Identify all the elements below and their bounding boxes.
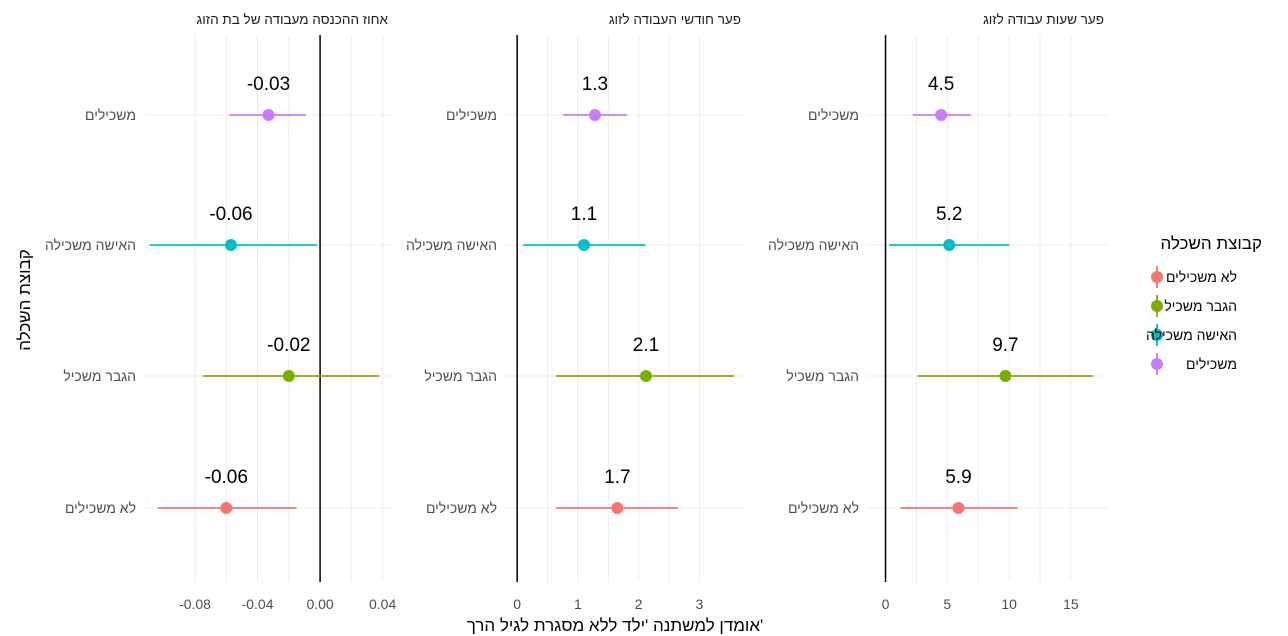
value-label: 5.9 <box>945 467 971 488</box>
estimate-point <box>220 502 233 514</box>
legend-key-dot <box>1151 271 1163 283</box>
x-tick-label: 5 <box>943 596 951 612</box>
y-tick-label: האישה משכילה <box>768 237 859 253</box>
y-tick-label: האישה משכילה <box>406 237 497 253</box>
estimate-point <box>588 109 601 121</box>
y-tick-label: משכילים <box>85 107 136 123</box>
facet-title: פער חודשי העבודה לזוג <box>609 12 741 27</box>
legend-item: משכילים <box>1151 353 1237 375</box>
value-label: -0.03 <box>247 74 290 95</box>
y-tick-label: משכילים <box>446 107 497 123</box>
estimate-point <box>943 239 956 251</box>
x-tick-label: 15 <box>1063 596 1079 612</box>
estimate-point <box>577 239 590 251</box>
legend-title: קבוצת השכלה <box>1160 234 1262 253</box>
y-tick-label: הגבר משכיל <box>63 368 136 384</box>
value-label: -0.06 <box>209 204 252 225</box>
estimate-point <box>639 370 652 382</box>
legend-label: משכילים <box>1186 356 1237 372</box>
x-tick-label: 0.00 <box>306 596 333 612</box>
facet-title: פער שעות עבודה לזוג <box>983 12 1104 27</box>
x-axis-title: אומדן למשתנה 'ילד ללא מסגרת לגיל הרך' <box>467 616 764 635</box>
y-tick-label: הגבר משכיל <box>424 368 497 384</box>
y-axis-title: קבוצת השכלה <box>15 249 34 351</box>
value-label: 5.2 <box>936 204 962 225</box>
facet-panel: 0 1 2 3 פער חודשי העבודה לזוג משכילים האישה מש… <box>406 12 745 612</box>
estimate-point <box>935 109 948 121</box>
legend-label: הגבר משכיל <box>1164 298 1237 314</box>
legend-item: האישה משכילה <box>1146 324 1237 346</box>
value-label: 2.1 <box>633 335 659 356</box>
estimate-point <box>262 109 275 121</box>
value-label: 1.7 <box>604 467 630 488</box>
x-tick-label: 0.04 <box>369 596 396 612</box>
y-tick-label: לא משכילים <box>65 500 136 516</box>
y-tick-label: הגבר משכיל <box>786 368 859 384</box>
legend-item: הגבר משכיל <box>1151 295 1237 317</box>
estimate-point <box>952 502 965 514</box>
x-tick-label: 0 <box>513 596 521 612</box>
legend-key-dot <box>1151 300 1163 312</box>
x-tick-label: 10 <box>1001 596 1017 612</box>
y-tick-label: האישה משכילה <box>45 237 136 253</box>
value-label: 1.3 <box>582 74 608 95</box>
value-label: 4.5 <box>928 74 954 95</box>
estimate-point <box>282 370 295 382</box>
facet-panel: 0 5 10 15 פער שעות עבודה לזוג משכילים האישה מש… <box>768 12 1108 612</box>
legend-key-dot <box>1151 358 1163 370</box>
estimate-point <box>611 502 624 514</box>
x-tick-label: -0.08 <box>179 596 211 612</box>
legend: קבוצת השכלה לא משכילים הגבר משכיל האישה מש… <box>1146 234 1262 375</box>
legend-label: לא משכילים <box>1166 269 1237 285</box>
y-tick-label: לא משכילים <box>426 500 497 516</box>
x-tick-label: 1 <box>574 596 582 612</box>
estimate-point <box>224 239 237 251</box>
value-label: -0.02 <box>267 335 310 356</box>
value-label: 9.7 <box>992 335 1018 356</box>
legend-key-dot <box>1151 329 1163 341</box>
facet-title: אחוז ההכנסה מעבודה של בת הזוג <box>197 12 389 27</box>
x-tick-label: 0 <box>882 596 890 612</box>
legend-label: האישה משכילה <box>1146 327 1237 343</box>
estimate-point <box>999 370 1012 382</box>
x-tick-label: 2 <box>635 596 643 612</box>
x-tick-label: 3 <box>696 596 704 612</box>
value-label: -0.06 <box>205 467 248 488</box>
x-tick-label: -0.04 <box>242 596 274 612</box>
value-label: 1.1 <box>571 204 597 225</box>
y-tick-label: לא משכילים <box>788 500 859 516</box>
legend-item: לא משכילים <box>1151 266 1237 288</box>
y-tick-label: משכילים <box>808 107 859 123</box>
facet-panel: -0.08 -0.04 0.00 0.04 אחוז ההכנסה מעבודה של … <box>45 12 396 612</box>
